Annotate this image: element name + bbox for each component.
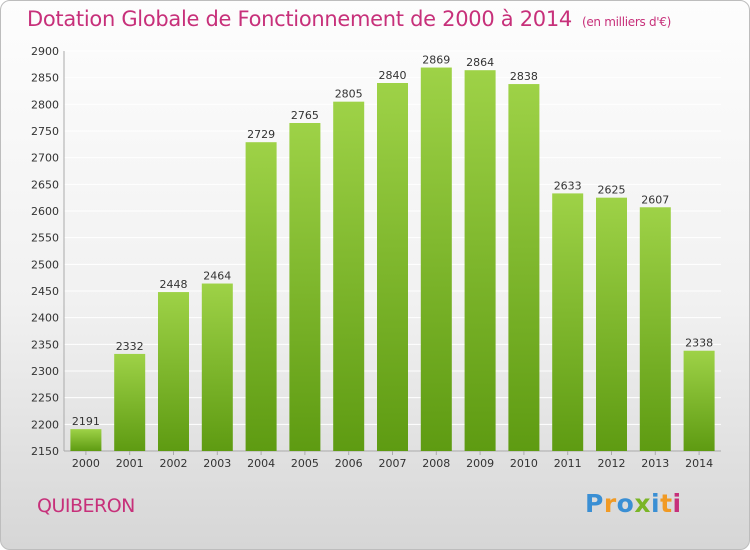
data-label: 2625 — [598, 184, 626, 197]
city-name: QUIBERON — [37, 495, 135, 517]
bar — [639, 207, 671, 451]
y-tick-label: 2750 — [31, 125, 59, 138]
bar — [420, 67, 452, 452]
data-label: 2838 — [510, 70, 538, 83]
data-label: 2332 — [116, 340, 144, 353]
y-tick-label: 2850 — [31, 72, 59, 85]
x-tick-label: 2012 — [598, 457, 626, 470]
y-tick-label: 2600 — [31, 205, 59, 218]
x-tick-label: 2007 — [379, 457, 407, 470]
bar — [201, 283, 233, 451]
proxiti-logo: Proxiti — [585, 489, 682, 518]
y-tick-label: 2900 — [31, 45, 59, 58]
chart-title: Dotation Globale de Fonctionnement de 20… — [27, 7, 671, 31]
data-label: 2869 — [422, 54, 450, 67]
logo-letter: r — [603, 489, 617, 518]
y-tick-label: 2300 — [31, 365, 59, 378]
y-tick-label: 2500 — [31, 258, 59, 271]
y-tick-label: 2400 — [31, 312, 59, 325]
bar — [464, 70, 496, 451]
x-tick-label: 2005 — [291, 457, 319, 470]
bar — [114, 353, 146, 451]
bar — [70, 429, 102, 451]
x-tick-label: 2013 — [641, 457, 669, 470]
x-tick-label: 2000 — [72, 457, 100, 470]
data-label: 2805 — [335, 88, 363, 101]
x-tick-label: 2001 — [116, 457, 144, 470]
bar — [552, 193, 584, 451]
chart-title-text: Dotation Globale de Fonctionnement de 20… — [27, 7, 572, 31]
y-tick-label: 2800 — [31, 98, 59, 111]
data-label: 2338 — [685, 337, 713, 350]
x-tick-label: 2009 — [466, 457, 494, 470]
bar — [377, 83, 408, 451]
y-tick-label: 2650 — [31, 178, 59, 191]
x-tick-label: 2008 — [422, 457, 450, 470]
plot-area: 2150 2200 2250 2300 2350 2400 2450 2500 2550 2600… — [31, 45, 721, 470]
data-label: 2448 — [160, 278, 188, 291]
data-label: 2864 — [466, 56, 494, 69]
chart-subtitle: (en milliers d'€) — [581, 15, 671, 29]
bar — [596, 197, 627, 451]
bar — [683, 350, 715, 451]
logo-letter: o — [616, 489, 635, 518]
y-tick-label: 2700 — [31, 152, 59, 165]
logo-letter: P — [585, 489, 604, 518]
data-label: 2840 — [379, 69, 407, 82]
y-tick-label: 2350 — [31, 338, 59, 351]
x-tick-label: 2011 — [554, 457, 582, 470]
logo-letter: t — [660, 489, 673, 518]
x-tick-label: 2014 — [685, 457, 713, 470]
bar — [158, 292, 189, 451]
bar — [245, 142, 277, 451]
y-tick-label: 2200 — [31, 418, 59, 431]
y-tick-label: 2450 — [31, 285, 59, 298]
logo-letter: i — [672, 489, 682, 518]
x-tick-label: 2004 — [247, 457, 275, 470]
data-label: 2464 — [203, 270, 231, 283]
logo-letter: x — [634, 489, 651, 518]
logo-letter: i — [651, 489, 661, 518]
data-label: 2729 — [247, 128, 275, 141]
data-label: 2765 — [291, 109, 319, 122]
x-tick-label: 2010 — [510, 457, 538, 470]
data-label: 2191 — [72, 415, 100, 428]
data-label: 2633 — [554, 179, 582, 192]
x-tick-label: 2006 — [335, 457, 363, 470]
y-tick-label: 2150 — [31, 445, 59, 458]
bar — [333, 101, 365, 452]
y-tick-label: 2550 — [31, 232, 59, 245]
x-tick-label: 2002 — [160, 457, 188, 470]
bar — [508, 84, 540, 452]
x-tick-label: 2003 — [203, 457, 231, 470]
bar — [289, 123, 321, 451]
y-tick-label: 2250 — [31, 392, 59, 405]
data-label: 2607 — [641, 193, 669, 206]
